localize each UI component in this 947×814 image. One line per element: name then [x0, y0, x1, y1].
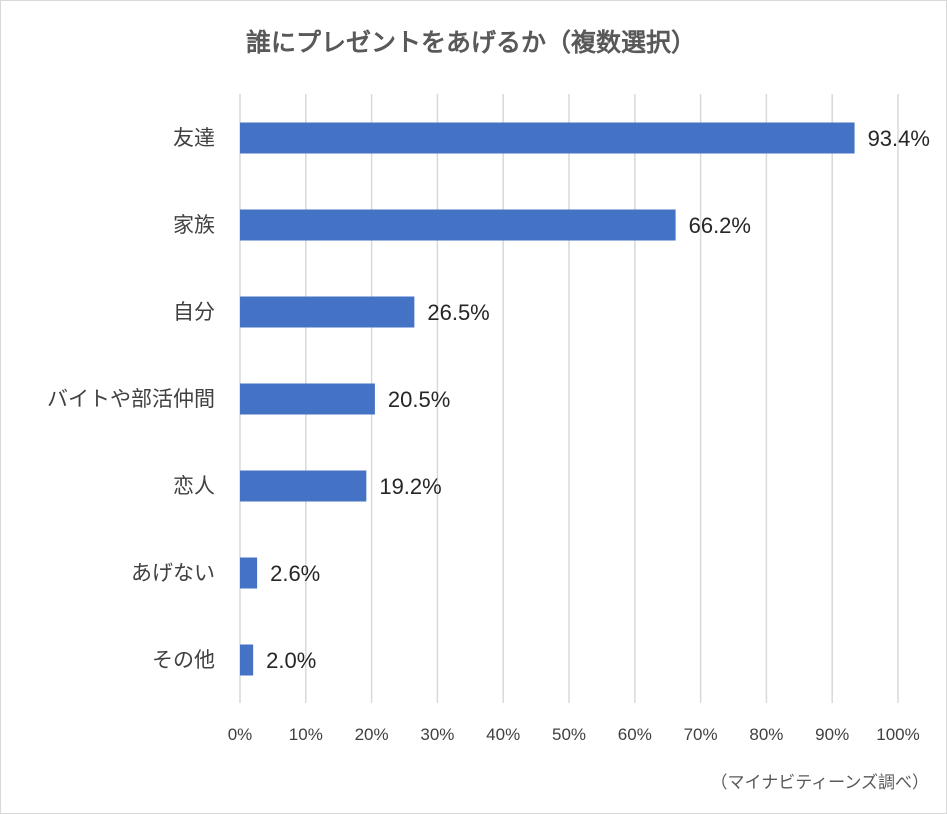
x-tick-label: 90% [815, 725, 849, 744]
gridlines [239, 94, 899, 703]
bar [240, 644, 254, 676]
bar [240, 296, 415, 328]
data-label: 66.2% [689, 213, 751, 238]
x-tick-label: 60% [618, 725, 652, 744]
bar [240, 470, 367, 502]
x-tick-label: 0% [228, 725, 253, 744]
x-tick-label: 100% [876, 725, 919, 744]
x-tick-label: 40% [486, 725, 520, 744]
bars [240, 122, 855, 676]
data-label: 2.0% [266, 648, 316, 673]
x-tick-label: 20% [355, 725, 389, 744]
category-label: 自分 [173, 300, 215, 324]
data-labels: 93.4% 66.2% 26.5% 20.5% 19.2% 2.6% 2.0% [266, 126, 930, 673]
category-label: 家族 [173, 213, 215, 237]
bar [240, 209, 676, 241]
category-label: バイトや部活仲間 [47, 387, 215, 411]
data-label: 20.5% [388, 387, 450, 412]
x-tick-label: 30% [420, 725, 454, 744]
chart-title: 誰にプレゼントをあげるか（複数選択） [246, 28, 696, 57]
data-label: 2.6% [270, 561, 320, 586]
bar [240, 122, 855, 154]
x-axis-tick-labels: 0% 10% 20% 30% 40% 50% 60% 70% 80% 90% 100% [228, 725, 920, 744]
bar [240, 383, 375, 415]
category-label: 友達 [173, 126, 215, 150]
category-label: 恋人 [173, 474, 215, 498]
x-tick-label: 10% [289, 725, 323, 744]
data-label: 26.5% [427, 300, 489, 325]
x-tick-label: 80% [749, 725, 783, 744]
source-note: （マイナビティーンズ調べ） [711, 773, 929, 793]
data-label: 19.2% [379, 474, 441, 499]
bar [240, 557, 258, 589]
x-tick-label: 50% [552, 725, 586, 744]
x-tick-label: 70% [684, 725, 718, 744]
category-label: その他 [152, 648, 215, 672]
category-label: あげない [131, 561, 215, 585]
data-label: 93.4% [868, 126, 930, 151]
